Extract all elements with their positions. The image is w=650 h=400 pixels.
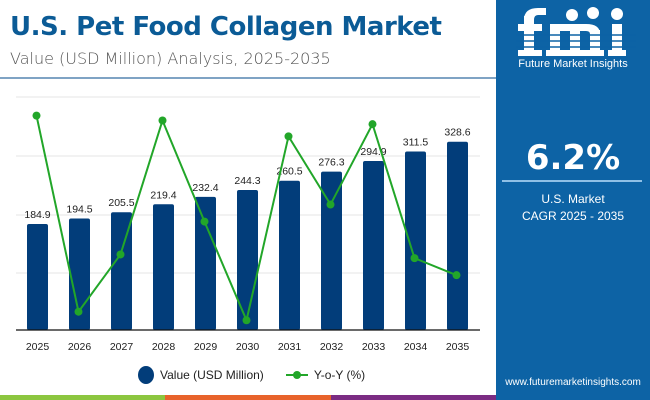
bar-2027 — [111, 212, 132, 330]
x-tick-label: 2027 — [110, 341, 134, 353]
yoy-point-2034 — [410, 254, 419, 263]
panel-divider — [502, 180, 642, 182]
bar-label: 205.5 — [108, 197, 134, 209]
bar-label: 219.4 — [150, 189, 176, 201]
bar-label: 184.9 — [24, 209, 50, 221]
yoy-point-2025 — [32, 111, 41, 120]
yoy-point-2032 — [326, 200, 335, 209]
bar-label: 276.3 — [318, 157, 344, 169]
yoy-point-2029 — [200, 217, 209, 226]
cagr-label-market: U.S. Market — [541, 192, 605, 206]
yoy-point-2033 — [368, 120, 377, 129]
x-tick-label: 2032 — [320, 341, 344, 353]
x-tick-label: 2025 — [26, 341, 50, 353]
bar-2030 — [237, 190, 258, 330]
bar-2032 — [321, 171, 342, 330]
x-tick-label: 2026 — [68, 341, 92, 353]
bar-2031 — [279, 180, 300, 330]
x-tick-label: 2034 — [404, 341, 428, 353]
bar-label: 194.5 — [66, 204, 92, 216]
yoy-point-2035 — [452, 271, 461, 280]
page-title: U.S. Pet Food Collagen Market — [10, 12, 442, 42]
yoy-point-2030 — [242, 316, 251, 325]
legend-line-marker — [285, 371, 308, 379]
x-tick-label: 2030 — [236, 341, 260, 353]
stripe-green — [0, 395, 165, 400]
bar-label: 311.5 — [403, 137, 429, 149]
bar-label: 232.4 — [192, 182, 218, 194]
info-panel: Future Market Insights 6.2% U.S. Market … — [496, 0, 650, 400]
website-url[interactable]: www.futuremarketinsights.com — [505, 377, 641, 388]
x-tick-label: 2035 — [446, 341, 470, 353]
bar-label: 260.5 — [276, 166, 302, 178]
yoy-point-2026 — [74, 307, 83, 316]
bar-label: 244.3 — [234, 175, 260, 187]
brand-name: Future Market Insights — [518, 58, 628, 70]
cagr-label-period: CAGR 2025 - 2035 — [521, 209, 625, 223]
legend-bar-marker — [138, 366, 154, 384]
x-tick-label: 2028 — [152, 341, 176, 353]
chart: 184.9 2025 194.5 2026 205.5 2027 219.4 2028 232.… — [16, 96, 480, 353]
x-tick-label: 2031 — [278, 341, 302, 353]
page-subtitle: Value (USD Million) Analysis, 2025-2035 — [10, 49, 331, 68]
cagr-value: 6.2% — [525, 138, 621, 178]
legend: Value (USD Million) Y-o-Y (%) — [138, 366, 365, 384]
bar-2025 — [27, 224, 48, 330]
title-divider — [0, 77, 496, 79]
bar-2034 — [405, 151, 426, 330]
fmi-logo — [516, 7, 636, 56]
yoy-point-2031 — [284, 132, 293, 141]
bar-2028 — [153, 204, 174, 330]
x-tick-label: 2033 — [362, 341, 386, 353]
yoy-point-2027 — [116, 250, 125, 259]
bar-2033 — [363, 161, 384, 330]
legend-bar-label: Value (USD Million) — [160, 368, 264, 382]
legend-line-label: Y-o-Y (%) — [313, 368, 366, 382]
stripe-orange — [165, 395, 331, 400]
x-tick-label: 2029 — [194, 341, 218, 353]
yoy-point-2028 — [158, 116, 167, 125]
bar-label: 328.6 — [444, 127, 470, 139]
bar-2029 — [195, 196, 216, 330]
bar-2035 — [447, 141, 468, 330]
stripe-purple — [331, 395, 496, 400]
